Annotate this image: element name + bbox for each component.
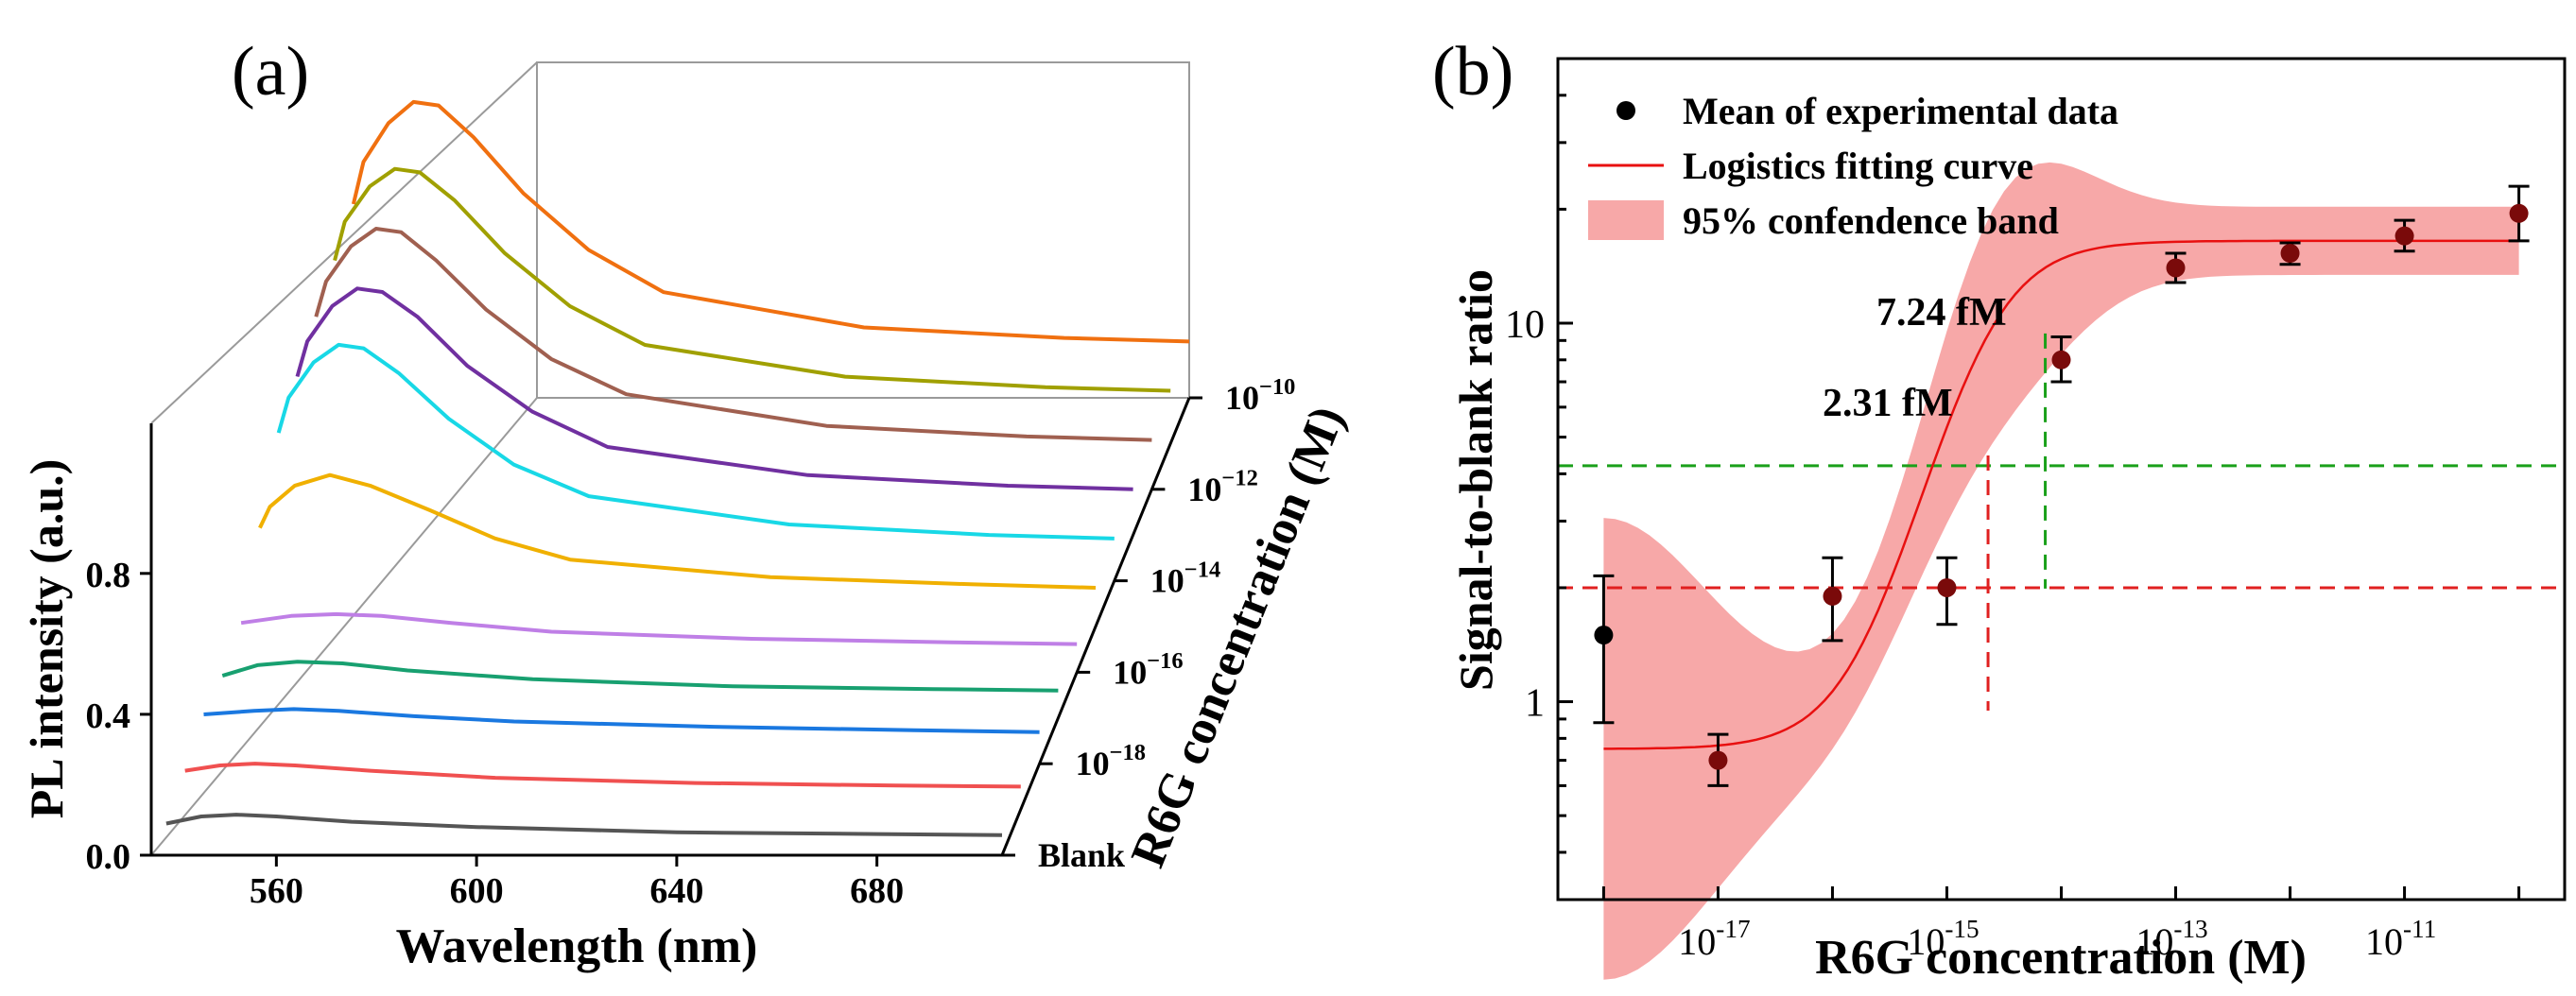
y-tick-label: 0.4 [86,696,131,736]
legend-point-marker [1616,101,1635,120]
x-tick-label-b-base: 10 [2365,920,2403,963]
depth-tick-label: 10−14 [1150,557,1220,599]
x-tick-label-b: 10-13 [2135,915,2207,963]
depth-axis-line [1000,397,1191,856]
depth-tick-label: 10−12 [1187,466,1257,508]
x-ticks: 560 600 640 680 [250,855,904,911]
legend-label: Mean of experimental data [1683,90,2118,132]
trace-1e-13 [295,286,1133,491]
legend-label: 95% confendence band [1683,199,2059,242]
trace-1e-12 [314,227,1152,442]
x-tick-label-b: 10-17 [1678,915,1750,963]
data-point [1823,586,1842,606]
depth-tick-label-base: 10 [1187,471,1221,508]
depth-tick-label-base: 10 [1076,745,1110,782]
legend-label: Logistics fitting curve [1683,145,2033,187]
y-ticks: 0.0 0.4 0.8 [86,556,151,877]
data-point [2509,203,2529,223]
data-point [2051,350,2071,369]
x-tick-label-b: 10-15 [1907,915,1979,963]
trace-1e-17 [221,660,1059,693]
data-point [1708,750,1728,770]
trace-1e-10 [351,99,1190,344]
data-point [2166,258,2186,278]
confidence-band-area [1603,162,2519,980]
annotation-2.31-fm: 2.31 fM [1823,382,1953,425]
data-point [1594,626,1614,645]
trace-1e-19 [184,762,1021,789]
depth-tick-label-exp: −12 [1221,466,1257,491]
panel-a-label: (a) [232,33,309,111]
trace-1e-18 [203,707,1040,734]
data-point [2394,226,2414,246]
x-tick-label-b-base: 10 [1678,920,1716,963]
trace-1e-14 [276,342,1115,541]
depth-tick-label: 10−18 [1076,740,1146,782]
panel-b-label: (b) [1432,33,1513,111]
depth-tick-label-base: 10 [1225,379,1259,417]
depth-edge-base [150,397,538,856]
x-tick-label-b-base: 10 [1907,920,1945,963]
y-tick-label: 0.8 [86,556,131,595]
trace-1e-11 [333,166,1171,393]
y-tick-label-b: 1 [1525,682,1545,726]
depth-tick-label: 10−10 [1225,374,1295,417]
depth-tick-label-base: 10 [1150,562,1184,600]
y-axis-title-b: Signal-to-blank ratio [1449,269,1502,691]
fit-curve [1603,239,2519,750]
legend-band-marker [1588,200,1664,240]
data-point [1937,577,1957,597]
depth-tick-label: Blank [1038,836,1125,874]
x-tick-label-b: 10-11 [2365,915,2436,963]
depth-tick-label-base: 10 [1113,653,1147,691]
x-tick-label-b-exp: -11 [2403,915,2436,943]
threshold-lines [1558,333,2565,711]
depth-tick-label-exp: −14 [1184,557,1220,582]
fit-curve-line [1603,239,2519,750]
trace-1e-15 [258,472,1097,590]
x-tick-label-b-exp: -17 [1716,915,1750,943]
annotation-7.24-fm: 7.24 fM [1876,291,2007,335]
x-tick-label: 640 [649,871,703,911]
spectra-traces [165,99,1190,837]
y-axis-title: PL intensity (a.u.) [20,459,73,819]
y-tick-label-b: 10 [1505,303,1545,347]
data-point [2280,244,2300,264]
depth-edge-top [150,61,538,424]
x-tick-label-b-base: 10 [2135,920,2173,963]
back-wall [536,61,1190,399]
depth-tick-label-exp: −18 [1110,740,1146,765]
x-tick-label-b-exp: -13 [2173,915,2207,943]
annotations: 7.24 fM 2.31 fM [1823,291,2007,425]
x-axis-title: Wavelength (nm) [396,919,758,973]
y-tick-label: 0.0 [86,837,131,877]
confidence-band [1603,162,2519,980]
x-tick-label: 560 [250,871,303,911]
legend: Mean of experimental data Logistics fitti… [1588,90,2118,242]
x-tick-label-b-exp: -15 [1945,915,1979,943]
x-tick-label: 680 [850,871,904,911]
x-tick-label: 600 [450,871,504,911]
trace-1e-16 [240,611,1078,646]
depth-tick-label: 10−16 [1113,648,1183,691]
depth-tick-label-exp: −16 [1147,648,1183,674]
depth-tick-label-exp: −10 [1259,374,1295,400]
x-axis-title-b: R6G concentration (M) [1815,931,2307,985]
trace-Blank [165,813,1003,837]
experimental-points [1593,184,2530,787]
